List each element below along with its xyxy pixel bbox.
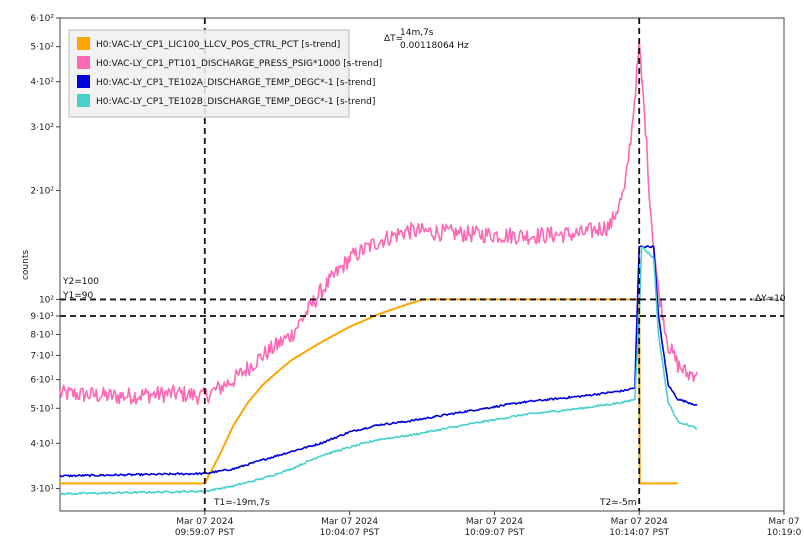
delta-y-label: ΔY=10 — [755, 294, 786, 304]
legend-label-4: H0:VAC-LY_CP1_TE102B_DISCHARGE_TEMP_DEGC… — [96, 97, 375, 107]
y-tick-label: 2·10² — [30, 187, 54, 197]
x-tick-time: 10:19:0 — [767, 528, 802, 538]
y-tick-label: 10² — [39, 295, 54, 305]
delta-t-prefix: ΔT= — [384, 34, 403, 44]
legend-swatch-4 — [77, 94, 90, 107]
y-tick-label: 5·10¹ — [30, 404, 54, 414]
delta-t-value: 14m,7s — [400, 28, 434, 38]
t1-cursor-label: T1=-19m,7s — [213, 498, 270, 508]
x-tick-date: Mar 07 2024 — [611, 517, 668, 527]
y-tick-label: 5·10² — [30, 43, 54, 53]
y-tick-label: 6·10² — [30, 14, 54, 24]
y-tick-label: 8·10¹ — [30, 330, 54, 340]
legend: H0:VAC-LY_CP1_LIC100_LLCV_POS_CTRL_PCT [… — [68, 29, 382, 118]
y-axis: 3·10¹ 4·10¹ 5·10¹ 6·10¹ 7·10¹ 8·10¹ 9·10¹ 10² 2·… — [30, 14, 60, 495]
y-tick-label: 4·10² — [30, 78, 54, 88]
x-tick-date: Mar 07 2024 — [321, 517, 378, 527]
delta-frequency: 0.00118064 Hz — [400, 41, 469, 51]
y-tick-label: 9·10¹ — [30, 312, 54, 322]
x-tick-time: 10:04:07 PST — [320, 528, 380, 538]
legend-label-3: H0:VAC-LY_CP1_TE102A_DISCHARGE_TEMP_DEGC… — [96, 78, 375, 88]
x-tick-date: Mar 07 2024 — [176, 517, 233, 527]
legend-label-2: H0:VAC-LY_CP1_PT101_DISCHARGE_PRESS_PSIG… — [96, 59, 382, 69]
legend-swatch-2 — [77, 56, 90, 69]
y-tick-label: 3·10¹ — [30, 485, 54, 495]
x-tick-date: Mar 07 2024 — [466, 517, 523, 527]
y-tick-label: 3·10² — [30, 123, 54, 133]
legend-swatch-1 — [77, 37, 90, 50]
y-tick-label: 7·10¹ — [30, 351, 54, 361]
legend-box — [68, 29, 350, 118]
legend-swatch-3 — [77, 75, 90, 88]
series-line-1 — [60, 298, 678, 485]
x-tick-time: 09:59:07 PST — [175, 528, 235, 538]
x-tick-date: Mar 07 — [768, 517, 799, 527]
x-tick-time: 10:09:07 PST — [464, 528, 524, 538]
series-line-4 — [59, 246, 698, 496]
series-line-3 — [59, 245, 698, 478]
y-axis-label: counts — [21, 250, 31, 280]
y-tick-label: 6·10¹ — [30, 376, 54, 386]
x-tick-time: 10:14:07 PST — [609, 528, 669, 538]
t2-cursor-label: T2=-5m — [599, 498, 637, 508]
plot-frame — [59, 17, 785, 512]
series-line-2 — [59, 40, 698, 405]
y-tick-label: 4·10¹ — [30, 439, 54, 449]
y1-cursor-label: Y1=90 — [62, 291, 93, 301]
y2-cursor-label: Y2=100 — [62, 277, 99, 287]
legend-label-1: H0:VAC-LY_CP1_LIC100_LLCV_POS_CTRL_PCT [… — [96, 40, 340, 50]
